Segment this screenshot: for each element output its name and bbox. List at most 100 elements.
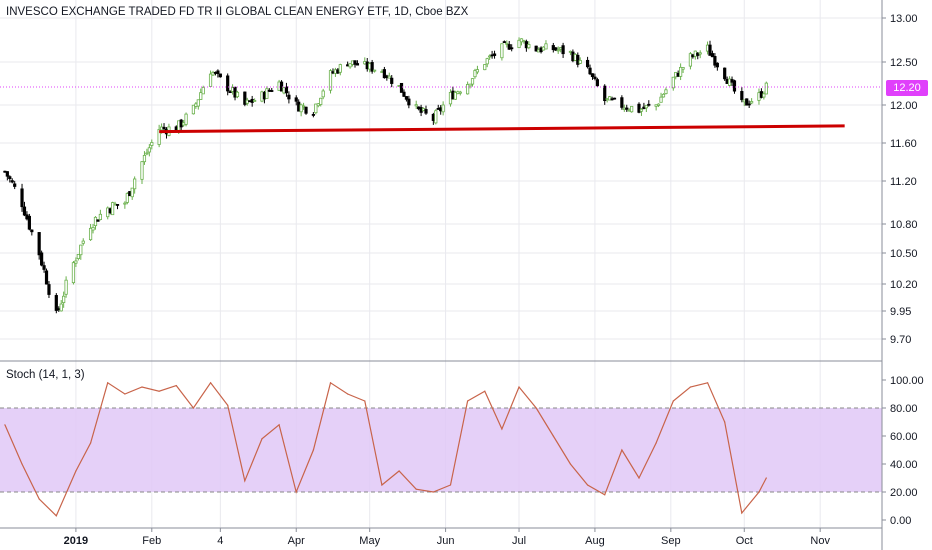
candle-body <box>492 53 497 56</box>
candle-body <box>336 69 340 74</box>
stoch-tick-label: 100.00 <box>890 375 924 387</box>
candle-body <box>123 202 127 205</box>
candle-body <box>287 94 291 100</box>
stoch-point <box>765 477 767 479</box>
candle-body <box>348 63 352 68</box>
candle-body <box>142 155 147 163</box>
candle-body <box>216 70 220 75</box>
candle-body <box>485 58 489 65</box>
candle-body <box>316 103 320 107</box>
candle-body <box>451 90 455 100</box>
candle-body <box>128 191 132 197</box>
candle-body <box>79 244 83 256</box>
stoch-point <box>672 400 674 402</box>
candle-body <box>98 213 102 220</box>
candle-body <box>551 45 555 51</box>
candle-body <box>184 113 188 125</box>
candle-body <box>74 260 78 264</box>
price-tick-label: 9.70 <box>890 334 911 346</box>
support-trendline <box>159 124 845 134</box>
stoch-point <box>141 386 143 388</box>
candle-body <box>468 83 472 87</box>
time-tick-label: Oct <box>736 535 753 547</box>
candle-body <box>661 93 666 98</box>
candle-body <box>299 104 303 113</box>
stoch-point <box>689 386 692 388</box>
stoch-point <box>124 393 126 395</box>
stoch-point <box>175 385 177 387</box>
candle-body <box>399 82 404 93</box>
candle-body <box>554 47 558 51</box>
candle-body <box>537 49 541 53</box>
candle-body <box>402 91 406 97</box>
candle-body <box>759 91 764 98</box>
candle-body <box>605 98 609 101</box>
candle-body <box>113 203 117 206</box>
candle-body <box>387 75 391 79</box>
candle-body <box>260 91 264 102</box>
candle-body <box>639 108 644 112</box>
stoch-point <box>38 498 40 500</box>
candle-body <box>473 70 477 78</box>
candle-body <box>10 180 14 183</box>
candle-body <box>713 56 717 66</box>
candle-body <box>382 69 386 79</box>
candle-body <box>556 49 560 52</box>
stoch-point <box>586 484 589 486</box>
candle-body <box>732 80 737 92</box>
price-tick-label: 13.00 <box>890 13 918 25</box>
candle-body <box>191 104 196 115</box>
stoch-point <box>209 382 212 384</box>
candle-body <box>674 71 678 78</box>
candle-body <box>656 103 661 106</box>
candle-body <box>654 104 658 107</box>
overlay-layer <box>0 86 882 134</box>
stoch-point <box>295 491 297 493</box>
candle-body <box>314 103 318 114</box>
candle-body <box>194 103 198 107</box>
candle-body <box>608 96 612 101</box>
candle-body <box>96 219 100 222</box>
stoch-point <box>724 421 726 423</box>
candle-body <box>510 47 514 50</box>
candle-body <box>235 91 240 98</box>
stoch-overbought-oversold-band <box>0 408 882 492</box>
candle-body <box>390 77 394 84</box>
candle-body <box>434 110 438 124</box>
candle-body <box>162 126 166 130</box>
time-tick-label: 2019 <box>64 535 88 547</box>
candle-body <box>37 232 41 256</box>
stoch-point <box>261 438 263 440</box>
candle-body <box>353 60 357 65</box>
stoch-tick-label: 80.00 <box>890 403 918 415</box>
candle-body <box>715 62 719 68</box>
stoch-point <box>89 442 92 444</box>
candle-body <box>647 103 651 106</box>
stoch-point <box>192 407 195 409</box>
candle-body <box>436 108 440 110</box>
candle-body <box>568 50 573 53</box>
candle-body <box>253 99 257 102</box>
candle-body <box>505 42 509 45</box>
stoch-tick-label: 20.00 <box>890 487 918 499</box>
candle-body <box>294 97 298 102</box>
candle-body <box>453 92 457 100</box>
candle-body <box>578 59 582 64</box>
candle-body <box>76 254 80 260</box>
candle-body <box>319 97 323 105</box>
candle-body <box>243 91 247 105</box>
price-tick-label: 10.80 <box>890 219 918 231</box>
candle-body <box>22 206 27 216</box>
candle-body <box>764 82 768 95</box>
candle-body <box>431 113 435 121</box>
candle-body <box>681 67 685 70</box>
candle-body <box>696 52 700 56</box>
stoch-point <box>21 463 23 465</box>
candle-body <box>42 265 46 270</box>
candle-body <box>62 295 66 303</box>
candle-body <box>534 45 538 52</box>
candle-body <box>13 183 17 187</box>
candle-body <box>424 109 428 114</box>
candle-body <box>727 78 732 86</box>
stoch-tick-label: 60.00 <box>890 431 918 443</box>
